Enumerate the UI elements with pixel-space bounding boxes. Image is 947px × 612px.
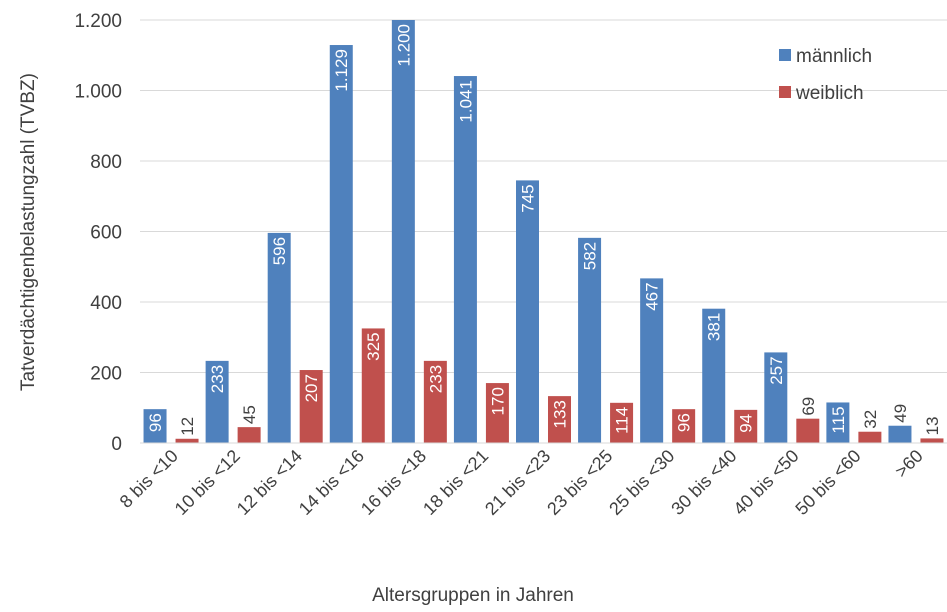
bar-weiblich bbox=[548, 396, 571, 443]
data-label: 1.200 bbox=[394, 24, 413, 67]
x-tick-label: 25 bis <30 bbox=[605, 446, 678, 519]
bar-maennlich bbox=[702, 308, 726, 443]
x-tick-label: 21 bis <23 bbox=[481, 446, 554, 519]
x-tick-label: 30 bis <40 bbox=[667, 446, 740, 519]
data-label: 96 bbox=[675, 413, 694, 432]
x-tick-label: 18 bis <21 bbox=[419, 446, 492, 519]
x-tick-label: 16 bis <18 bbox=[357, 446, 430, 519]
y-tick-label: 600 bbox=[90, 223, 122, 244]
legend-swatch-maennlich bbox=[779, 49, 791, 61]
data-label: 45 bbox=[240, 405, 259, 424]
x-tick-label: 8 bis <10 bbox=[116, 446, 182, 512]
y-axis-ticks: 0 200 400 600 800 1.000 1.200 bbox=[74, 11, 122, 455]
data-label: 207 bbox=[302, 374, 321, 402]
bar-maennlich bbox=[453, 76, 477, 444]
bar-weiblich bbox=[361, 328, 385, 443]
bar-weiblich bbox=[237, 427, 261, 443]
y-tick-label: 0 bbox=[111, 434, 122, 455]
data-label: 745 bbox=[518, 184, 537, 212]
bar-maennlich bbox=[516, 180, 539, 443]
bar-maennlich bbox=[826, 402, 850, 443]
bar-maennlich bbox=[764, 352, 788, 443]
x-axis-title: Altersgruppen in Jahren bbox=[372, 585, 574, 606]
bar-weiblich bbox=[858, 431, 882, 443]
data-label: 1.041 bbox=[456, 80, 475, 123]
bar-maennlich bbox=[578, 237, 602, 443]
y-tick-label: 400 bbox=[90, 293, 122, 314]
legend-label-weiblich: weiblich bbox=[795, 83, 864, 104]
bar-weiblich bbox=[423, 360, 447, 443]
legend: männlich weiblich bbox=[779, 46, 872, 104]
data-label: 257 bbox=[767, 356, 786, 384]
y-tick-label: 200 bbox=[90, 364, 122, 385]
bar-maennlich bbox=[888, 425, 912, 443]
data-label: 133 bbox=[550, 400, 569, 428]
x-tick-label: 10 bis <12 bbox=[171, 446, 244, 519]
bar-weiblich bbox=[485, 383, 509, 443]
data-label: 96 bbox=[146, 413, 165, 432]
data-label: 582 bbox=[581, 242, 600, 270]
bar-weiblich bbox=[175, 438, 199, 443]
data-label: 12 bbox=[178, 417, 197, 436]
bar-weiblich bbox=[610, 402, 634, 443]
y-tick-label: 1.000 bbox=[74, 82, 122, 103]
data-label: 596 bbox=[270, 237, 289, 265]
bars bbox=[143, 20, 944, 444]
bar-weiblich bbox=[920, 438, 944, 443]
bar-weiblich bbox=[734, 409, 758, 443]
bar-maennlich bbox=[143, 409, 167, 443]
y-tick-label: 800 bbox=[90, 152, 122, 173]
data-label: 233 bbox=[426, 365, 445, 393]
bar-weiblich bbox=[796, 418, 820, 443]
bar-maennlich bbox=[640, 278, 664, 443]
legend-label-maennlich: männlich bbox=[796, 46, 872, 67]
data-label: 1.129 bbox=[332, 49, 351, 92]
data-label: 233 bbox=[208, 365, 227, 393]
bar-weiblich bbox=[672, 409, 696, 443]
data-label: 32 bbox=[861, 410, 880, 429]
data-label: 13 bbox=[923, 416, 942, 435]
x-tick-label: 50 bis <60 bbox=[791, 446, 864, 519]
gridlines bbox=[140, 19, 947, 373]
bar-maennlich bbox=[267, 232, 291, 443]
bar-maennlich bbox=[205, 360, 229, 443]
x-tick-label: 14 bis <16 bbox=[295, 446, 368, 519]
data-label: 49 bbox=[891, 404, 910, 423]
bar-maennlich bbox=[391, 20, 415, 443]
data-label: 115 bbox=[829, 406, 848, 433]
x-tick-label: 23 bis <25 bbox=[543, 446, 616, 519]
data-label: 114 bbox=[613, 407, 632, 434]
y-axis-title: Tatverdächtigenbelastungzahl (TVBZ) bbox=[18, 73, 39, 391]
x-tick-label: 40 bis <50 bbox=[729, 446, 802, 519]
bar-weiblich bbox=[299, 370, 323, 443]
data-label: 325 bbox=[364, 332, 383, 360]
y-tick-label: 1.200 bbox=[74, 11, 122, 32]
data-label: 467 bbox=[643, 282, 662, 310]
data-label: 170 bbox=[488, 387, 507, 415]
data-labels: 96 12 233 45 596 207 1.129 325 1.200 233 1.041 170 7… bbox=[146, 24, 942, 436]
x-tick-label: >60 bbox=[891, 446, 927, 482]
data-label: 69 bbox=[799, 397, 818, 416]
legend-swatch-weiblich bbox=[779, 86, 791, 98]
data-label: 94 bbox=[737, 414, 756, 433]
bar-maennlich bbox=[329, 45, 353, 444]
data-label: 381 bbox=[705, 313, 724, 341]
x-tick-label: 12 bis <14 bbox=[233, 446, 306, 519]
